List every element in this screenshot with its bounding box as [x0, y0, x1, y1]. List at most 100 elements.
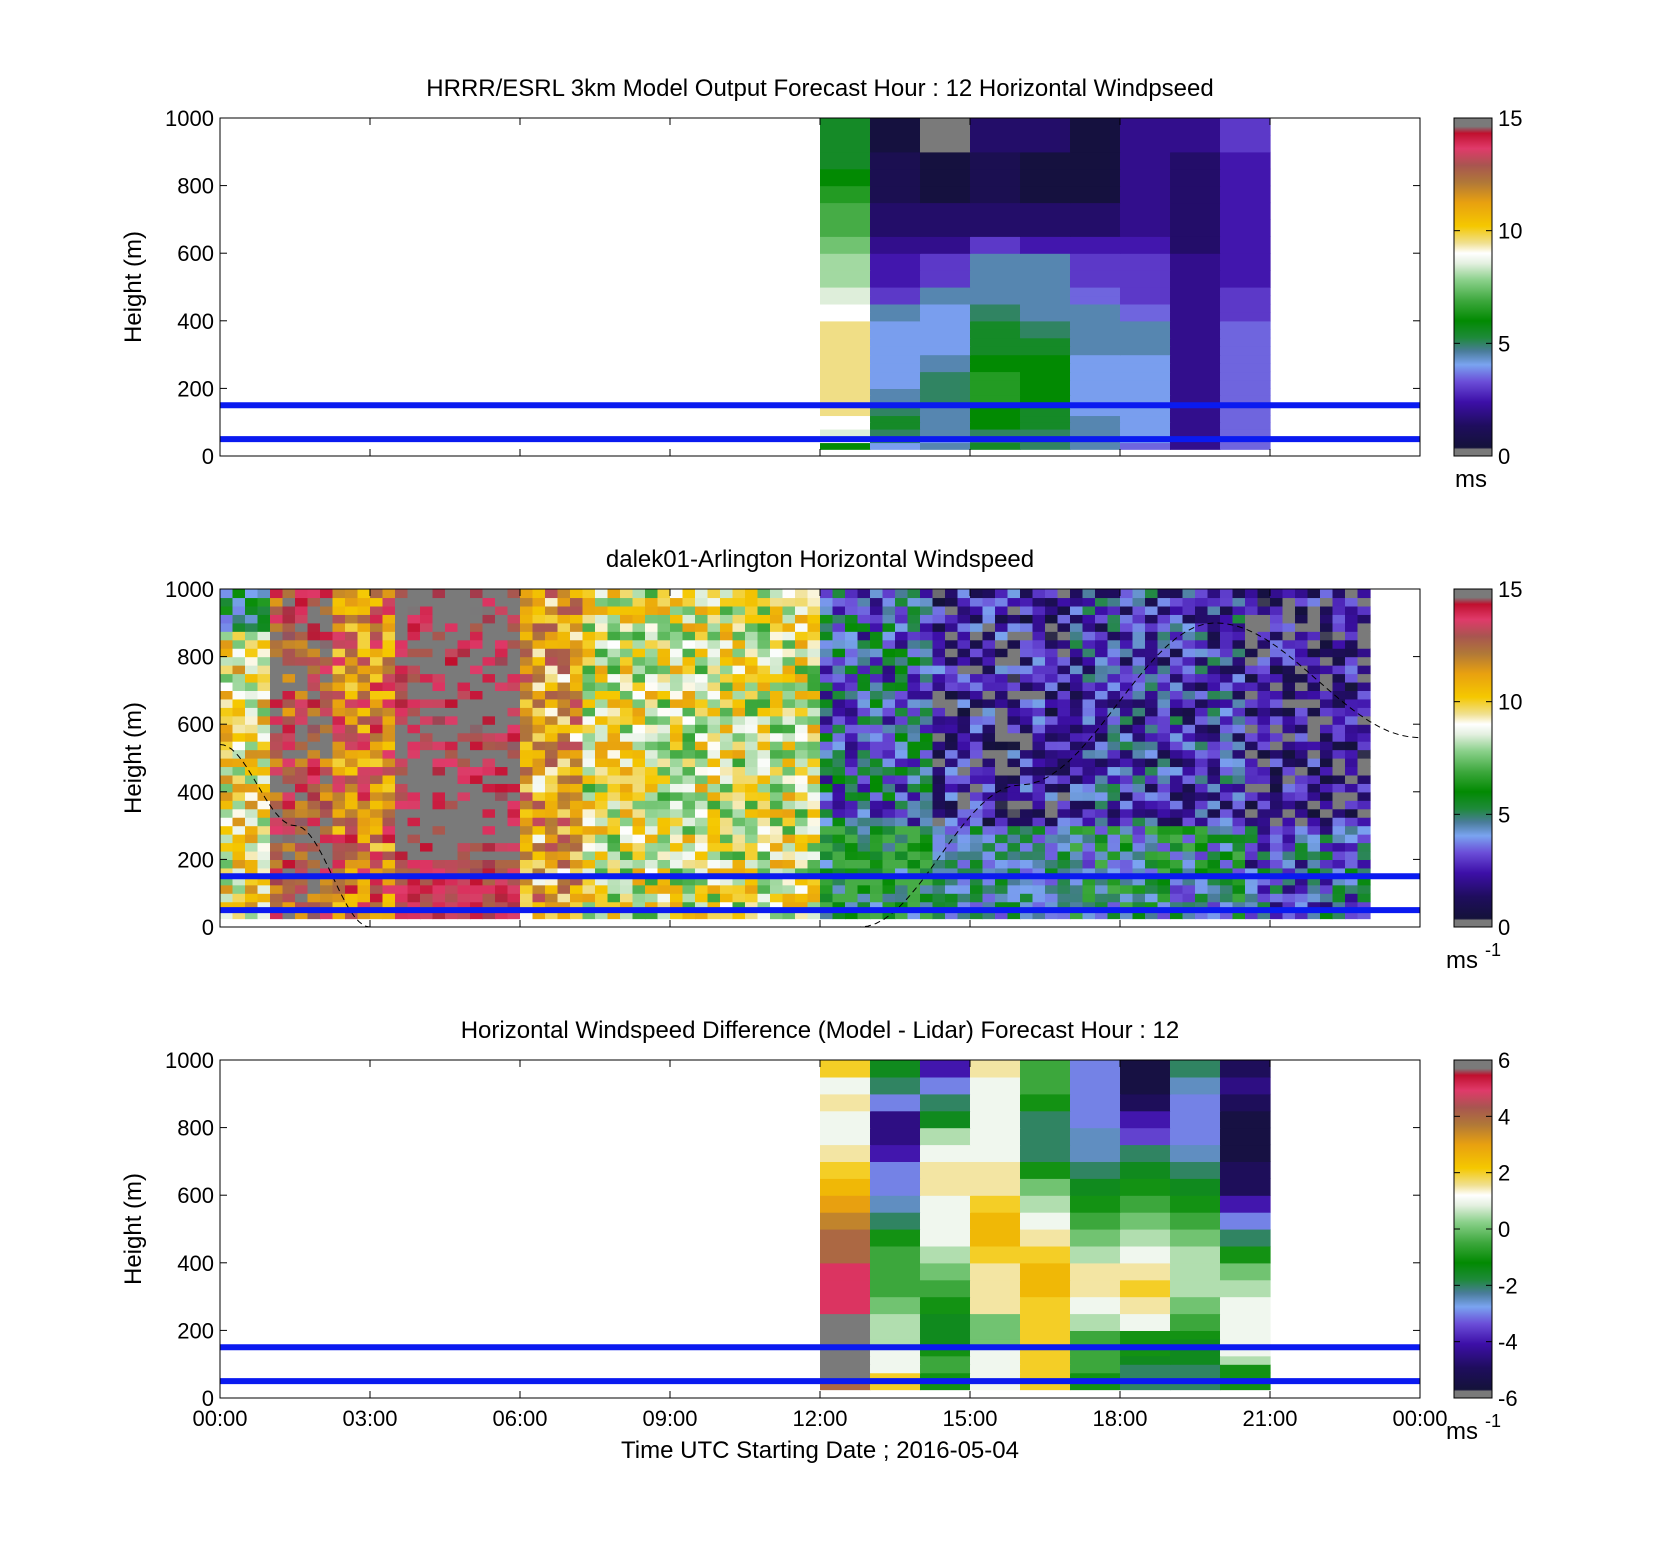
heatmap-cell [745, 893, 759, 903]
heatmap-cell [270, 910, 284, 920]
heatmap-cell [495, 639, 509, 649]
heatmap-cell [807, 589, 821, 599]
heatmap-cell [707, 622, 721, 632]
heatmap-cell [357, 893, 371, 903]
heatmap-cell [620, 614, 634, 624]
heatmap-cell [1220, 741, 1234, 751]
heatmap-cell [820, 901, 834, 911]
heatmap-cell [1095, 774, 1109, 784]
heatmap-cell [1307, 884, 1321, 894]
heatmap-cell [1257, 800, 1271, 810]
heatmap-cell [745, 817, 759, 827]
heatmap-cell [582, 597, 596, 607]
heatmap-cell [920, 690, 934, 700]
colorbar-tick-label: -4 [1498, 1330, 1518, 1355]
heatmap-cell [1145, 622, 1159, 632]
heatmap-cell [970, 910, 984, 920]
heatmap-cell [1082, 724, 1096, 734]
heatmap-cell [1320, 749, 1334, 759]
heatmap-cell [395, 749, 409, 759]
heatmap-cell [1070, 346, 1121, 356]
heatmap-cell [1057, 639, 1071, 649]
heatmap-cell [895, 876, 909, 886]
heatmap-cell [270, 732, 284, 742]
heatmap-cell [932, 631, 946, 641]
heatmap-cell [1282, 893, 1296, 903]
heatmap-cell [757, 758, 771, 768]
heatmap-cell [220, 673, 234, 683]
heatmap-cell [1295, 741, 1309, 751]
heatmap-cell [395, 817, 409, 827]
heatmap-cell [332, 774, 346, 784]
y-tick-label: 600 [177, 712, 214, 737]
heatmap-cell [582, 715, 596, 725]
heatmap-cell [545, 665, 559, 675]
heatmap-cell [857, 774, 871, 784]
heatmap-cell [970, 842, 984, 852]
heatmap-cell [1057, 631, 1071, 641]
heatmap-cell [782, 850, 796, 860]
heatmap-cell [457, 741, 471, 751]
heatmap-cell [732, 901, 746, 911]
heatmap-cell [920, 118, 971, 136]
heatmap-cell [957, 741, 971, 751]
heatmap-cell [532, 597, 546, 607]
heatmap-cell [257, 783, 271, 793]
heatmap-cell [432, 910, 446, 920]
heatmap-cell [695, 622, 709, 632]
heatmap-cell [782, 783, 796, 793]
heatmap-cell [595, 850, 609, 860]
heatmap-cell [745, 665, 759, 675]
heatmap-cell [382, 850, 396, 860]
heatmap-cell [557, 681, 571, 691]
heatmap-cell [920, 1338, 971, 1348]
heatmap-cell [707, 884, 721, 894]
heatmap-cell [1195, 648, 1209, 658]
heatmap-cell [1295, 867, 1309, 877]
heatmap-cell [870, 1161, 921, 1179]
heatmap-cell [1032, 834, 1046, 844]
heatmap-cell [582, 622, 596, 632]
heatmap-cell [370, 631, 384, 641]
heatmap-cell [620, 774, 634, 784]
heatmap-cell [645, 707, 659, 717]
heatmap-cell [1082, 901, 1096, 911]
heatmap-cell [1132, 808, 1146, 818]
heatmap-cell [845, 698, 859, 708]
heatmap-cell [632, 639, 646, 649]
heatmap-cell [895, 614, 909, 624]
heatmap-cell [307, 859, 321, 869]
heatmap-cell [607, 741, 621, 751]
heatmap-cell [1282, 884, 1296, 894]
heatmap-cell [970, 1093, 1021, 1112]
heatmap-cell [370, 724, 384, 734]
heatmap-cell [970, 690, 984, 700]
heatmap-cell [1220, 303, 1271, 313]
heatmap-cell [607, 825, 621, 835]
heatmap-cell [1282, 774, 1296, 784]
heatmap-cell [857, 783, 871, 793]
heatmap-cell [1032, 825, 1046, 835]
heatmap-cell [995, 834, 1009, 844]
heatmap-cell [1307, 656, 1321, 666]
heatmap-cell [1257, 766, 1271, 776]
heatmap-cell [1120, 388, 1171, 396]
heatmap-cell [607, 732, 621, 742]
heatmap-cell [482, 834, 496, 844]
heatmap-cell [282, 597, 296, 607]
heatmap-cell [907, 850, 921, 860]
heatmap-cell [1107, 850, 1121, 860]
heatmap-cell [920, 783, 934, 793]
heatmap-cell [1220, 589, 1234, 599]
heatmap-cell [745, 622, 759, 632]
heatmap-cell [395, 901, 409, 911]
heatmap-cell [807, 690, 821, 700]
heatmap-cell [1020, 910, 1034, 920]
heatmap-cell [970, 1364, 1021, 1374]
heatmap-cell [670, 614, 684, 624]
heatmap-cell [807, 707, 821, 717]
heatmap-cell [1070, 134, 1121, 153]
heatmap-cell [620, 690, 634, 700]
heatmap-cell [482, 859, 496, 869]
